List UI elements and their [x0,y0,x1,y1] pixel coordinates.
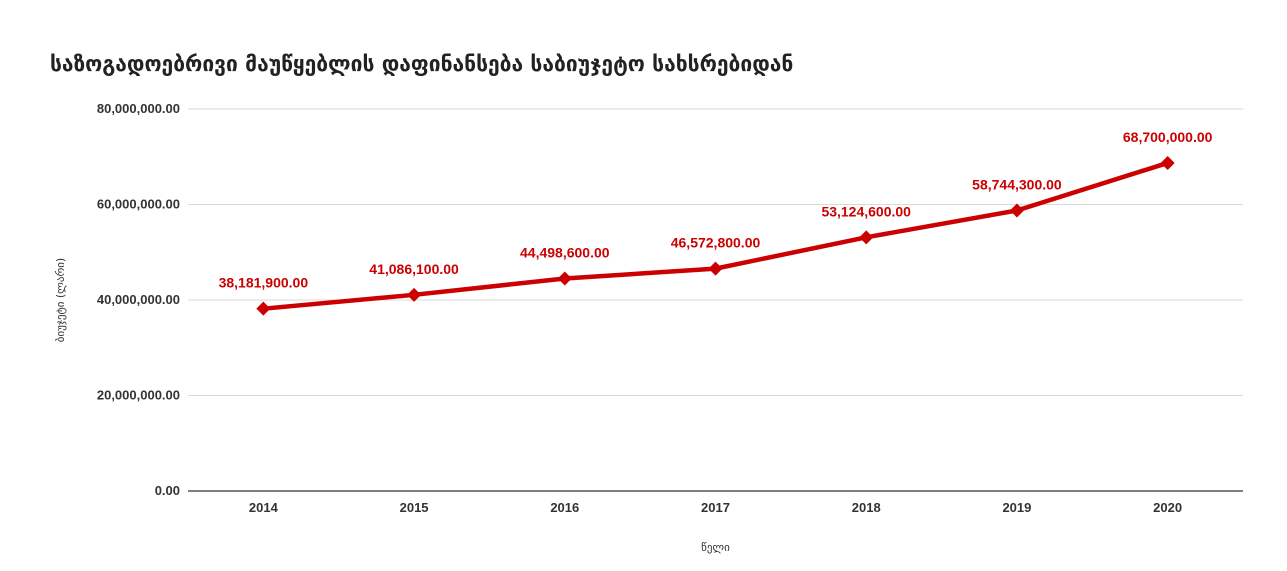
y-tick-label: 0.00 [155,483,180,498]
data-label-2016: 44,498,600.00 [520,245,610,261]
y-tick-label: 80,000,000.00 [97,101,180,116]
data-point-2018 [859,230,874,245]
x-tick-label: 2018 [852,500,881,515]
data-label-2015: 41,086,100.00 [369,261,459,277]
data-label-2020: 68,700,000.00 [1123,129,1213,145]
y-tick-labels: 0.00 20,000,000.00 40,000,000.00 60,000,000… [97,101,180,498]
data-label-2019: 58,744,300.00 [972,176,1062,192]
x-tick-label: 2020 [1153,500,1182,515]
chart-title: საზოგადოებრივი მაუწყებლის დაფინანსება სა… [50,52,794,76]
x-tick-label: 2014 [249,500,279,515]
x-tick-label: 2017 [701,500,730,515]
x-tick-label: 2015 [400,500,429,515]
y-tick-label: 20,000,000.00 [97,388,180,403]
data-point-2015 [407,287,422,302]
data-point-2016 [557,271,572,286]
y-tick-label: 60,000,000.00 [97,197,180,212]
y-tick-label: 40,000,000.00 [97,292,180,307]
data-point-2019 [1009,203,1024,218]
data-labels: 38,181,900.00 41,086,100.00 44,498,600.00 4… [219,129,1213,291]
x-tick-label: 2016 [550,500,579,515]
y-axis-title: ბიუჯეტი (ლარი) [54,258,67,342]
data-point-2014 [256,301,271,316]
data-label-2014: 38,181,900.00 [219,275,309,291]
data-point-2017 [708,261,723,276]
x-tick-label: 2019 [1002,500,1031,515]
data-point-2020 [1160,155,1175,170]
data-points [256,155,1175,316]
data-label-2018: 53,124,600.00 [821,203,911,219]
data-label-2017: 46,572,800.00 [671,235,761,251]
x-tick-labels: 2014 2015 2016 2017 2018 2019 2020 [249,500,1182,515]
x-axis-title: წელი [701,541,730,554]
